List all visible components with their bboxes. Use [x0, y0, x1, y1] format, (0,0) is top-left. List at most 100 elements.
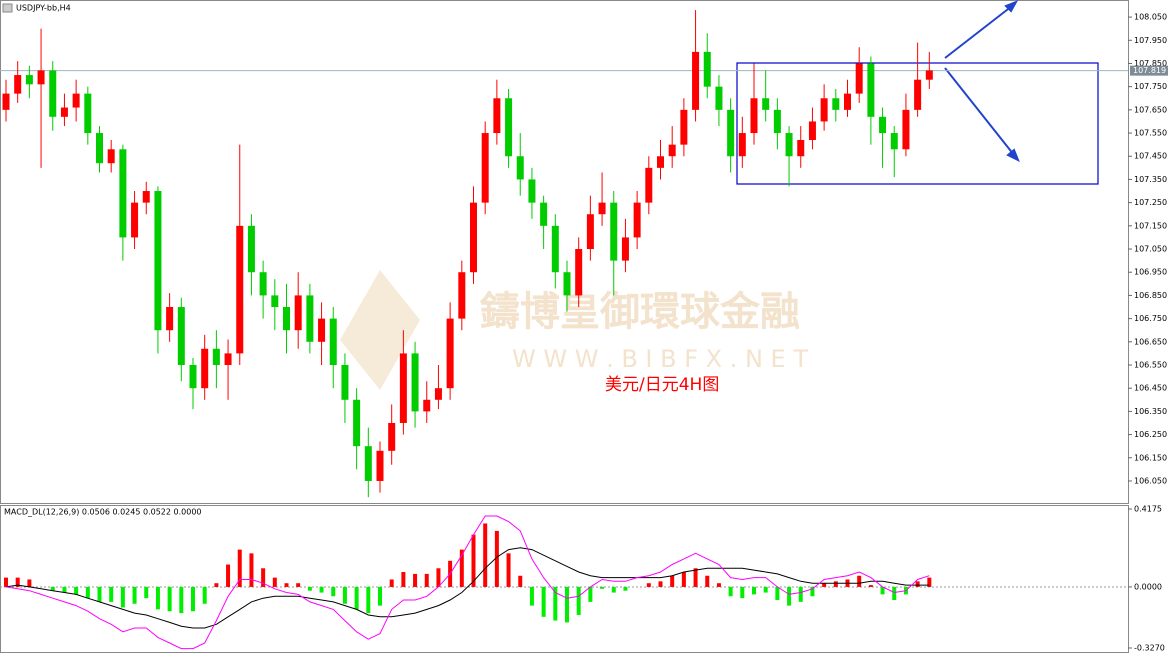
candle-body	[516, 156, 524, 180]
candle-body	[341, 364, 349, 400]
histogram-bar	[296, 583, 301, 587]
histogram-bar	[378, 586, 382, 606]
y-tick-label: 107.150	[1134, 221, 1167, 230]
candle-body	[247, 225, 255, 273]
y-tick-label: 107.350	[1134, 175, 1167, 184]
y-tick-label: 106.150	[1134, 453, 1167, 462]
histogram-bar	[155, 586, 160, 610]
histogram-bar	[857, 575, 862, 587]
y-tick-label: 107.650	[1134, 105, 1167, 114]
candle-body	[271, 295, 279, 308]
histogram-bar	[705, 575, 710, 587]
histogram-bar	[424, 573, 429, 587]
histogram-bar	[459, 549, 464, 587]
candle-body	[25, 75, 33, 85]
candle-body	[119, 149, 127, 238]
candle-body	[470, 202, 477, 273]
histogram-bar	[658, 581, 663, 587]
histogram-bar	[214, 583, 219, 587]
candle-body	[493, 98, 501, 134]
y-tick-label: 107.750	[1134, 82, 1167, 91]
histogram-bar	[833, 581, 838, 587]
histogram-bar	[506, 553, 511, 587]
histogram-bar	[15, 577, 20, 587]
watermark-logo	[340, 270, 420, 390]
histogram-bar	[775, 586, 780, 601]
candle-body	[785, 133, 793, 157]
histogram-bar	[109, 586, 114, 602]
histogram-bar	[237, 549, 242, 587]
histogram-bar	[565, 586, 569, 623]
y-tick-label: 106.950	[1134, 268, 1167, 277]
candle-body	[353, 399, 361, 447]
candle-body	[540, 202, 548, 226]
histogram-bar	[85, 586, 90, 599]
candle-body	[598, 202, 606, 215]
histogram-bar	[752, 586, 756, 595]
candle-body	[411, 353, 419, 412]
histogram-bar	[401, 572, 406, 587]
histogram-bar	[319, 586, 324, 593]
histogram-bar	[915, 581, 920, 587]
candle-body	[2, 93, 10, 110]
histogram-bar	[576, 586, 581, 615]
histogram-bar	[144, 586, 149, 599]
histogram-bar	[354, 586, 359, 610]
histogram-bar	[822, 583, 827, 587]
histogram-bar	[810, 586, 815, 597]
y-tick-label: 106.550	[1134, 360, 1167, 369]
candle-body	[37, 70, 45, 85]
candle-body	[376, 450, 384, 481]
y-tick-label: 107.050	[1134, 245, 1167, 254]
histogram-bar	[927, 577, 932, 587]
y-tick-label: 107.550	[1134, 129, 1167, 138]
histogram-bar	[284, 583, 289, 587]
histogram-bar	[798, 586, 803, 602]
histogram-bar	[600, 586, 605, 589]
candle-body	[563, 272, 571, 296]
candle-body	[49, 70, 57, 117]
candle-body	[668, 144, 676, 157]
histogram-bar	[62, 586, 67, 593]
candle-body	[142, 191, 150, 203]
candle-body	[107, 149, 115, 164]
candle-body	[84, 93, 92, 134]
histogram-bar	[611, 586, 616, 593]
candle-body	[72, 93, 80, 108]
candle-body	[773, 109, 781, 134]
histogram-bar	[413, 573, 418, 587]
candle-body	[738, 133, 746, 157]
histogram-bar	[471, 534, 476, 587]
candle-body	[224, 353, 232, 365]
candle-body	[867, 63, 875, 117]
macd-pane	[0, 505, 1129, 653]
candle-body	[306, 295, 314, 342]
y-tick-label: 107.450	[1134, 152, 1167, 161]
candle-body	[14, 75, 22, 94]
candle-body	[505, 98, 513, 157]
candle-body	[551, 225, 559, 273]
histogram-bar	[331, 586, 336, 597]
histogram-bar	[132, 586, 137, 604]
watermark: 鑄博皇御環球金融	[479, 289, 800, 335]
candle-body	[96, 133, 103, 164]
candle-body	[621, 237, 629, 261]
histogram-bar	[868, 585, 873, 587]
y-tick-label: -0.3270	[1134, 644, 1165, 653]
y-tick-label: 108.050	[1134, 13, 1167, 22]
histogram-bar	[541, 586, 546, 617]
y-tick-label: 106.350	[1134, 407, 1167, 416]
histogram-bar	[553, 586, 558, 621]
candle-body	[458, 272, 466, 319]
y-tick-label: 106.450	[1134, 384, 1167, 393]
y-tick-label: 106.050	[1134, 476, 1167, 485]
candle-body	[703, 51, 711, 87]
candle-body	[294, 295, 302, 331]
histogram-bar	[728, 586, 733, 597]
candle-body	[528, 179, 536, 203]
candle-body	[914, 79, 922, 110]
histogram-bar	[261, 568, 266, 587]
candle-body	[388, 422, 396, 451]
